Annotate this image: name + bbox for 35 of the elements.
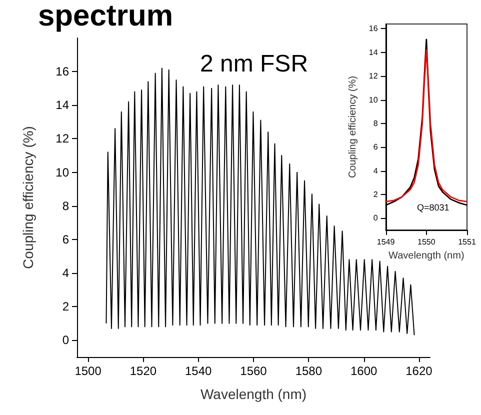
annotation: Q=8031 bbox=[417, 202, 450, 212]
y-tick-label: 0 bbox=[62, 333, 70, 348]
y-tick-label: 2 bbox=[373, 190, 378, 199]
y-tick-label: 6 bbox=[373, 142, 378, 152]
y-tick-label: 8 bbox=[373, 118, 378, 128]
x-axis-title: Wavelength (nm) bbox=[388, 250, 464, 262]
x-tick-label: 1600 bbox=[350, 364, 378, 378]
x-tick-label: 1500 bbox=[74, 364, 102, 378]
y-tick-label: 12 bbox=[368, 72, 378, 81]
x-tick-label: 1520 bbox=[130, 364, 157, 378]
y-tick-label: 16 bbox=[56, 64, 70, 79]
x-tick-label: 1551 bbox=[458, 238, 476, 246]
y-axis-title: Coupling efficiency (%) bbox=[20, 126, 36, 269]
y-tick-label: 14 bbox=[368, 48, 378, 57]
y-tick-label: 16 bbox=[368, 24, 378, 34]
x-tick-label: 1560 bbox=[240, 364, 268, 378]
y-tick-label: 4 bbox=[373, 166, 378, 176]
y-tick-label: 6 bbox=[62, 232, 70, 246]
x-tick-label: 1620 bbox=[406, 364, 433, 378]
annotation: 2 nm FSR bbox=[200, 50, 308, 78]
y-tick-label: 10 bbox=[56, 165, 70, 180]
y-tick-label: 8 bbox=[62, 198, 70, 213]
x-tick-label: 1580 bbox=[295, 364, 322, 378]
x-tick-label: 1549 bbox=[376, 238, 396, 246]
y-tick-label: 12 bbox=[56, 132, 70, 146]
y-tick-label: 10 bbox=[368, 95, 378, 104]
x-tick-label: 1540 bbox=[184, 364, 212, 378]
y-tick-label: 0 bbox=[373, 214, 378, 223]
x-axis-title: Wavelength (nm) bbox=[200, 386, 307, 402]
y-tick-label: 2 bbox=[62, 300, 70, 314]
chart-title: spectrum bbox=[38, 0, 174, 32]
y-axis-title: Coupling efficiency (%) bbox=[348, 76, 358, 178]
x-tick-label: 1550 bbox=[418, 238, 436, 246]
y-tick-label: 4 bbox=[62, 266, 70, 280]
y-tick-label: 14 bbox=[56, 98, 70, 112]
